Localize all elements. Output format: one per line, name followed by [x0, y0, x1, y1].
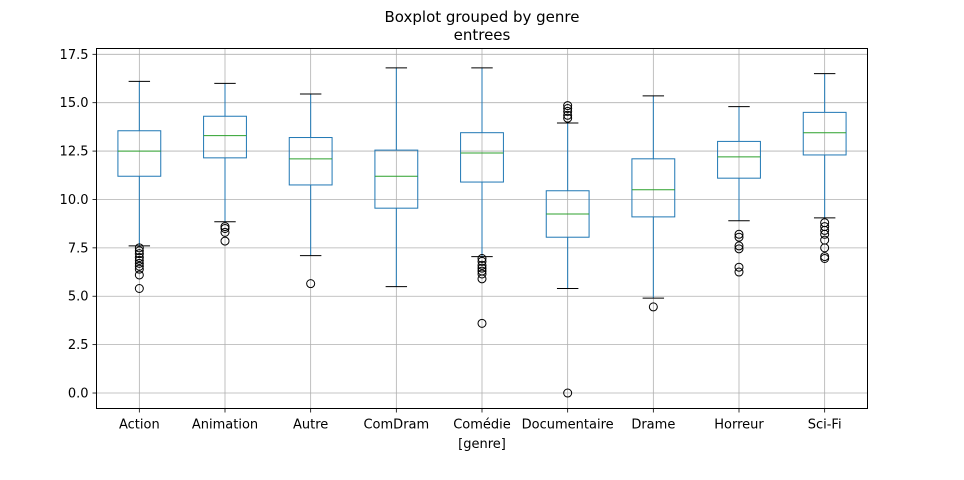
axes-layer: 0.0 2.5 5.0 7.5 10.0 12.5 15.0 17.5 Action Animat…: [60, 48, 842, 433]
outlier-point: [563, 388, 573, 398]
box-com-die: [460, 67, 504, 328]
x-tick-label: Action: [119, 418, 160, 433]
x-tick-label: Documentaire: [522, 418, 614, 433]
box-iqr: [374, 149, 419, 209]
y-tick-label: 0.0: [68, 387, 89, 402]
outlier-point: [477, 318, 487, 328]
outlier-point: [477, 256, 487, 266]
x-tick-label: ComDram: [363, 418, 429, 433]
outlier-point: [477, 263, 487, 273]
y-tick-label: 2.5: [68, 338, 89, 353]
chart-subtitle: entrees: [454, 26, 511, 44]
box-animation: [203, 82, 247, 246]
outlier-point: [134, 253, 144, 263]
outlier-point: [477, 274, 487, 284]
box-autre: [288, 93, 333, 289]
outlier-point: [134, 284, 144, 293]
y-tick-label: 12.5: [60, 145, 89, 160]
outlier-point: [563, 101, 573, 111]
boxes-layer: [117, 67, 847, 398]
outlier-point: [563, 110, 573, 120]
outlier-point: [134, 246, 144, 256]
outlier-point: [477, 254, 487, 263]
outlier-point: [134, 255, 144, 265]
outlier-point: [220, 236, 230, 246]
outlier-point: [820, 229, 830, 239]
box-documentaire: [545, 101, 590, 398]
y-tick-label: 10.0: [60, 193, 89, 208]
outlier-point: [134, 264, 144, 274]
outlier-point: [734, 232, 744, 242]
box-iqr: [288, 137, 333, 186]
outlier-point: [477, 269, 487, 279]
box-drame: [631, 95, 676, 312]
chart-title: Boxplot grouped by genre: [385, 8, 580, 26]
outlier-point: [820, 254, 830, 263]
x-tick-label: Horreur: [714, 418, 764, 433]
box-iqr: [631, 158, 676, 218]
x-tick-label: Autre: [293, 418, 328, 433]
y-tick-label: 7.5: [68, 241, 89, 256]
box-iqr: [717, 140, 761, 179]
x-tick-label: Drame: [631, 418, 675, 433]
box-iqr: [117, 130, 162, 177]
box-iqr: [802, 111, 847, 156]
box-sci-fi: [802, 73, 847, 263]
box-comdram: [374, 67, 419, 288]
outlier-point: [134, 243, 144, 253]
y-tick-label: 5.0: [68, 290, 89, 305]
outlier-point: [563, 104, 573, 113]
outlier-point: [220, 227, 230, 237]
outlier-point: [734, 241, 744, 251]
outlier-point: [820, 225, 830, 235]
x-tick-label: Sci-Fi: [808, 418, 842, 433]
box-iqr: [460, 132, 504, 183]
outlier-point: [134, 258, 144, 268]
box-horreur: [717, 106, 761, 277]
x-tick-label: Comédie: [453, 418, 511, 433]
x-axis-label: [genre]: [458, 437, 506, 452]
outlier-point: [134, 261, 144, 271]
x-tick-label: Animation: [192, 418, 258, 433]
box-action: [117, 80, 162, 293]
outlier-point: [306, 279, 316, 289]
y-tick-label: 15.0: [60, 96, 89, 111]
outlier-point: [563, 106, 573, 116]
y-tick-label: 17.5: [60, 48, 89, 63]
outlier-point: [734, 244, 744, 254]
box-iqr: [203, 115, 247, 159]
outlier-point: [734, 262, 744, 272]
outlier-point: [220, 224, 230, 233]
outlier-point: [134, 270, 144, 280]
outlier-point: [134, 249, 144, 259]
outlier-point: [477, 260, 487, 270]
outlier-point: [648, 302, 658, 312]
outlier-point: [734, 229, 744, 239]
outlier-point: [820, 243, 830, 253]
outlier-point: [563, 113, 573, 123]
outlier-point: [734, 267, 744, 277]
